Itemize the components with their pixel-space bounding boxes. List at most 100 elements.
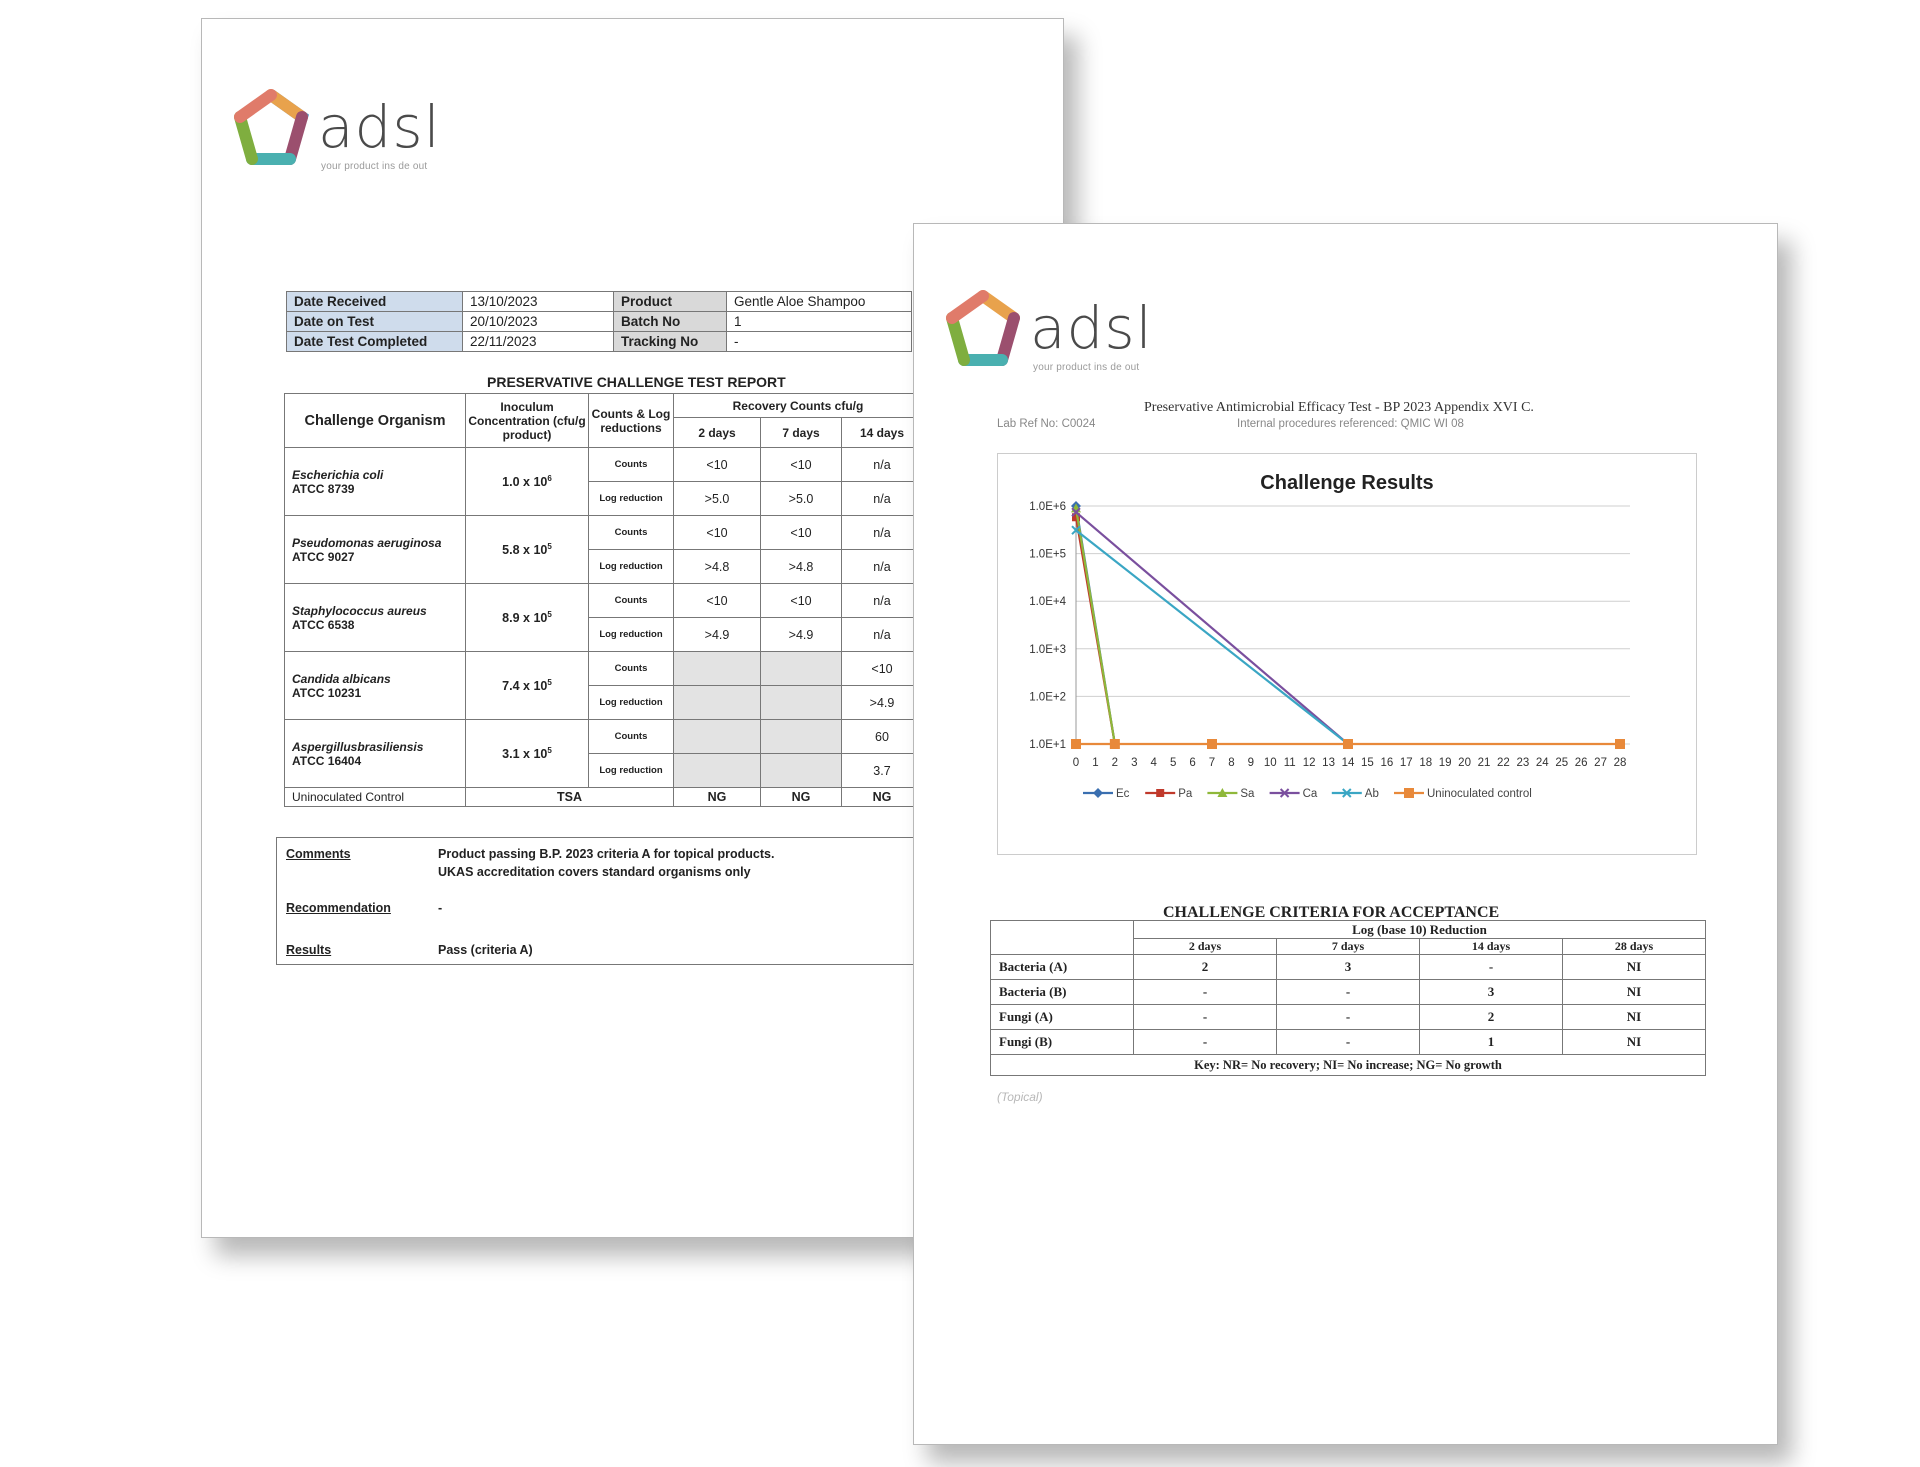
date-completed-label: Date Test Completed <box>286 331 463 352</box>
x-tick-label: 2 <box>1112 757 1118 769</box>
challenge-results-table: Challenge Organism Inoculum Concentratio… <box>284 393 923 807</box>
data-point <box>1615 739 1625 749</box>
log-day14: >4.9 <box>841 685 923 720</box>
recommendation-label: Recommendation <box>286 901 391 915</box>
x-tick-label: 3 <box>1131 757 1137 769</box>
organism-name: Aspergillusbrasiliensis <box>292 739 424 754</box>
log-day14: n/a <box>841 617 923 652</box>
legend-label: Pa <box>1178 788 1193 800</box>
x-tick-label: 0 <box>1073 757 1079 769</box>
legend-marker <box>1279 788 1290 798</box>
criteria-header: Log (base 10) Reduction <box>1133 920 1706 939</box>
x-tick-label: 10 <box>1264 757 1277 769</box>
recommendation-value: - <box>438 901 443 915</box>
inoculum-value: 5.8 x 10 <box>502 543 548 558</box>
y-tick-label: 1.0E+6 <box>1029 501 1066 513</box>
adsl-logo-2: adsl your product ins de out <box>944 290 1174 380</box>
x-tick-label: 25 <box>1555 757 1568 769</box>
comments-line2: UKAS accreditation covers standard organ… <box>438 865 751 879</box>
criteria-value: - <box>1276 1004 1420 1030</box>
day7-header: 7 days <box>760 417 842 448</box>
count-day2: <10 <box>673 447 761 482</box>
organism-cell: Candida albicans ATCC 10231 <box>284 651 466 720</box>
x-tick-label: 12 <box>1303 757 1316 769</box>
data-point <box>1071 739 1081 749</box>
series-line-ca <box>1075 511 1349 745</box>
data-point <box>1072 513 1080 522</box>
legend-label: Uninoculated control <box>1427 788 1532 800</box>
x-tick-label: 27 <box>1594 757 1607 769</box>
log-day2: >4.8 <box>673 549 761 584</box>
report-title: PRESERVATIVE CHALLENGE TEST REPORT <box>487 374 786 390</box>
organism-cell: Pseudomonas aeruginosa ATCC 9027 <box>284 515 466 584</box>
counts-label: Counts <box>588 719 674 754</box>
count-day7 <box>760 651 842 686</box>
counts-log-header: Counts & Log reductions <box>588 393 674 448</box>
procedures-ref: Internal procedures referenced: QMIC WI … <box>1237 418 1464 430</box>
inoculum-value: 8.9 x 10 <box>502 611 548 626</box>
organism-row: Staphylococcus aureus ATCC 6538 8.9 x 10… <box>284 583 923 652</box>
organism-cell: Escherichia coli ATCC 8739 <box>284 447 466 516</box>
lab-ref: Lab Ref No: C0024 <box>997 418 1096 430</box>
criteria-value: - <box>1133 1029 1277 1055</box>
control-medium: TSA <box>465 787 674 807</box>
criteria-value: - <box>1276 979 1420 1005</box>
logo-tagline: your product ins de out <box>321 161 428 172</box>
organism-log-row: Log reduction >4.9 <box>285 685 923 720</box>
criteria-row-label: Fungi (A) <box>990 1004 1134 1030</box>
data-point <box>1207 739 1217 749</box>
organism-log-row: Log reduction >4.8 >4.8 n/a <box>285 549 923 584</box>
count-day14: n/a <box>841 583 923 618</box>
log-day7 <box>760 753 842 788</box>
criteria-row-label: Bacteria (A) <box>990 954 1134 980</box>
criteria-value: 1 <box>1419 1029 1563 1055</box>
x-tick-label: 15 <box>1361 757 1374 769</box>
organism-log-row: Log reduction >4.9 >4.9 n/a <box>285 617 923 652</box>
inoculum-exponent: 6 <box>547 473 552 483</box>
chart-frame: Challenge Results 1.0E+1 1.0E+2 1.0E+3 1.0E+… <box>997 453 1697 855</box>
x-tick-label: 19 <box>1439 757 1452 769</box>
criteria-row: Fungi (A) - -2 NI <box>990 1004 1706 1030</box>
log-day2: >5.0 <box>673 481 761 516</box>
legend-marker <box>1342 788 1352 798</box>
comments-label: Comments <box>286 847 351 861</box>
organism-name: Pseudomonas aeruginosa <box>292 535 442 550</box>
x-tick-label: 24 <box>1536 757 1549 769</box>
y-tick-label: 1.0E+3 <box>1029 644 1066 656</box>
x-tick-label: 17 <box>1400 757 1413 769</box>
criteria-value: NI <box>1562 1004 1706 1030</box>
chart-title: Challenge Results <box>1260 472 1433 494</box>
count-day14: <10 <box>841 651 923 686</box>
criteria-value: - <box>1133 1004 1277 1030</box>
x-tick-label: 7 <box>1209 757 1215 769</box>
log-day14: n/a <box>841 481 923 516</box>
inoculum-cell: 3.1 x 105 <box>465 719 589 788</box>
criteria-row-label: Bacteria (B) <box>990 979 1134 1005</box>
criteria-day-2: 2 days <box>1133 938 1277 955</box>
count-day2 <box>673 651 761 686</box>
x-tick-label: 26 <box>1575 757 1588 769</box>
inoculum-cell: 8.9 x 105 <box>465 583 589 652</box>
criteria-title: CHALLENGE CRITERIA FOR ACCEPTANCE <box>1163 904 1500 921</box>
date-on-test-value: 20/10/2023 <box>462 311 614 332</box>
count-day2: <10 <box>673 583 761 618</box>
control-label: Uninoculated Control <box>284 787 466 807</box>
chart-page: adsl your product ins de out Preservativ… <box>913 223 1778 1445</box>
series-line-ab <box>1075 529 1349 745</box>
log-day2 <box>673 685 761 720</box>
criteria-day-7: 7 days <box>1276 938 1420 955</box>
control-day14: NG <box>841 787 923 807</box>
inoculum-header: Inoculum Concentration (cfu/g product) <box>465 393 589 448</box>
sample-info-table: Date Received 13/10/2023 Product Gentle … <box>286 291 912 352</box>
data-point <box>1071 525 1081 535</box>
organism-name: Candida albicans <box>292 671 391 686</box>
log-label: Log reduction <box>588 481 674 516</box>
x-tick-label: 8 <box>1228 757 1234 769</box>
criteria-corner <box>990 920 1134 955</box>
topical-note: (Topical) <box>997 1090 1043 1104</box>
organism-row: Escherichia coli ATCC 8739 1.0 x 106 Cou… <box>284 447 923 516</box>
organism-cell: Aspergillusbrasiliensis ATCC 16404 <box>284 719 466 788</box>
x-tick-label: 6 <box>1189 757 1195 769</box>
criteria-value: - <box>1419 954 1563 980</box>
logo-wordmark: adsl <box>1030 294 1153 362</box>
